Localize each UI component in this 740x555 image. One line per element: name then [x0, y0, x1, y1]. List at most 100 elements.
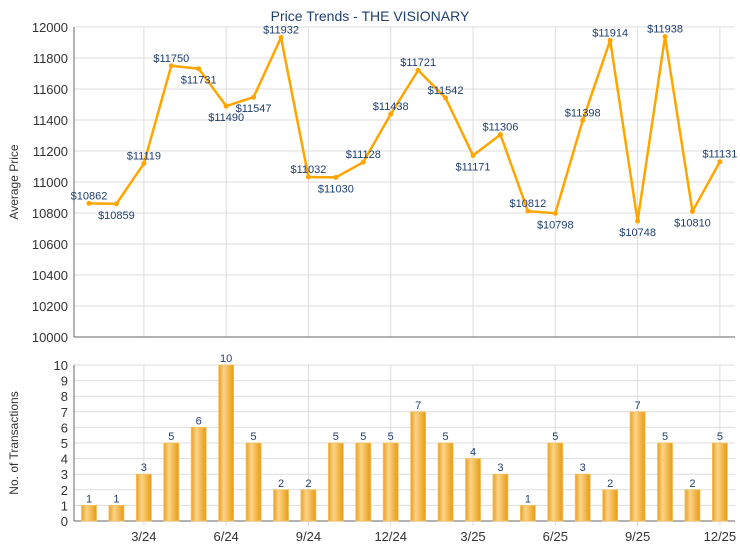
data-label: $10810 [674, 217, 711, 229]
data-label: $11128 [346, 149, 381, 161]
bar-label: 7 [415, 400, 421, 412]
data-label: $11171 [455, 161, 490, 173]
data-label: $11306 [483, 122, 519, 134]
data-point [333, 174, 339, 180]
data-label: $11119 [127, 151, 161, 163]
bar-label: 5 [251, 431, 257, 443]
data-label: $10859 [98, 210, 135, 222]
x-tick-label: 12/24 [374, 529, 407, 544]
data-label: $11438 [373, 101, 409, 113]
data-label: $10798 [537, 219, 574, 231]
bar [547, 442, 564, 522]
bar-label: 1 [113, 493, 119, 505]
y-tick-label: 5 [61, 436, 68, 451]
y-tick-label: 11200 [33, 144, 68, 159]
bottom-y-axis-label: No. of Transactions [7, 391, 21, 494]
chart-title: Price Trends - THE VISIONARY [271, 8, 470, 24]
bar-label: 2 [607, 478, 613, 490]
price-line [88, 35, 721, 223]
bar-label: 3 [497, 462, 503, 474]
data-label: $10862 [71, 190, 108, 202]
bar [657, 442, 673, 522]
bar [711, 442, 728, 522]
bar [300, 489, 317, 522]
bar-label: 5 [388, 431, 394, 443]
bar [327, 442, 344, 522]
y-tick-label: 7 [61, 405, 68, 420]
data-point [443, 95, 449, 101]
x-tick-label: 3/24 [131, 529, 156, 544]
data-point [635, 218, 641, 224]
data-label: $11032 [290, 164, 326, 176]
bar [602, 489, 619, 522]
x-tick-label: 12/25 [704, 529, 737, 544]
data-point [86, 200, 92, 206]
bar-label: 6 [196, 415, 202, 427]
data-label: $11914 [592, 27, 628, 39]
bar [108, 504, 125, 522]
y-tick-label: 6 [61, 420, 68, 435]
y-tick-label: 11000 [33, 175, 68, 190]
bar-label: 5 [717, 431, 723, 443]
data-label: $11398 [565, 107, 601, 119]
bar-label: 2 [278, 478, 284, 490]
y-tick-label: 10 [54, 358, 68, 373]
data-point [305, 174, 311, 180]
data-point [689, 208, 695, 214]
data-point [141, 161, 147, 167]
data-point [607, 37, 613, 43]
data-label: $10812 [510, 198, 547, 210]
bar [574, 473, 591, 522]
bar [355, 442, 372, 522]
bar-label: 7 [635, 400, 641, 412]
x-tick-label: 9/25 [625, 529, 650, 544]
y-tick-label: 3 [61, 467, 68, 482]
y-tick-label: 10000 [32, 330, 68, 345]
bar [465, 458, 481, 522]
y-tick-label: 4 [61, 452, 68, 467]
bar-label: 5 [552, 431, 558, 443]
bar-label: 5 [168, 431, 174, 443]
data-label: $11721 [400, 57, 436, 69]
data-point [278, 35, 284, 41]
y-tick-label: 10200 [32, 299, 68, 314]
data-point [223, 103, 229, 109]
bar-label: 5 [662, 431, 668, 443]
y-tick-label: 0 [61, 514, 68, 529]
y-tick-label: 10800 [32, 206, 68, 221]
bar-label: 5 [443, 431, 449, 443]
x-tick-label: 6/24 [213, 529, 238, 544]
data-point [113, 201, 119, 207]
data-point [251, 94, 257, 100]
data-label: $11750 [153, 53, 189, 65]
data-point [415, 67, 421, 73]
data-point [470, 152, 476, 158]
bar [492, 473, 509, 522]
bar-label: 3 [580, 462, 586, 474]
bar [629, 411, 646, 522]
bar-label: 1 [525, 493, 531, 505]
data-point [525, 208, 531, 214]
y-tick-label: 2 [61, 483, 68, 498]
y-tick-label: 12000 [32, 20, 68, 35]
y-tick-label: 11800 [33, 51, 68, 66]
x-tick-label: 9/24 [296, 529, 321, 544]
bar [135, 473, 152, 522]
data-point [497, 132, 503, 138]
data-point [360, 159, 366, 165]
data-label: $11547 [236, 103, 272, 115]
bar-label: 10 [220, 353, 232, 365]
bar-label: 1 [86, 493, 92, 505]
data-label: $11542 [428, 85, 464, 97]
y-tick-label: 8 [61, 389, 68, 404]
y-tick-label: 9 [61, 374, 68, 389]
data-point [388, 111, 394, 117]
data-label: $11131 [702, 149, 737, 161]
data-label: $11731 [181, 75, 217, 87]
data-label: $11932 [263, 25, 299, 37]
bar-label: 4 [470, 447, 476, 459]
bar-label: 2 [689, 478, 695, 490]
bar [218, 364, 235, 522]
y-tick-label: 11400 [33, 113, 68, 128]
